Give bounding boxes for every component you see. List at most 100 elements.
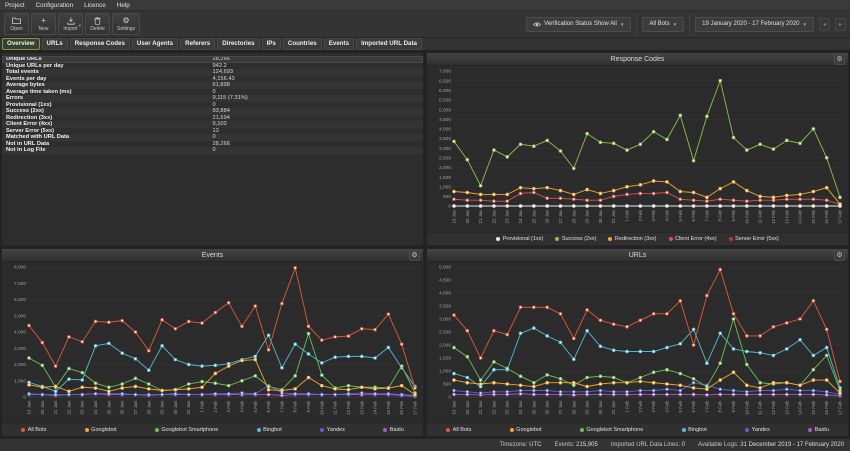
table-row-client-error-4xx[interactable]: Client Error (4xx) 9,102 [2,121,423,128]
verification-status-label: Verification Status Show All [544,21,617,27]
svg-text:9 Feb: 9 Feb [306,401,311,413]
svg-text:6 Feb: 6 Feb [691,401,696,413]
svg-text:26 Jan: 26 Jan [545,401,550,415]
legend-item-yandex[interactable]: Yandex [745,427,770,433]
menu-configuration[interactable]: Configuration [35,1,74,9]
legend-dot-icon [256,428,261,432]
next-range-button[interactable]: ▸ [835,17,846,31]
tab-events[interactable]: Events [323,37,355,51]
table-row-events-per-day[interactable]: Events per day 4,156.43 [2,75,423,82]
menu-help[interactable]: Help [116,1,130,9]
table-row-total-events[interactable]: Total events 124,693 [2,69,423,76]
menu-licence[interactable]: Licence [84,1,106,9]
legend-item-success-2xx[interactable]: Success (2xx) [555,236,596,242]
table-row-average-time-taken-ms[interactable]: Average time taken (ms) 0 [2,88,423,95]
tab-imported-url-data[interactable]: Imported URL Data [356,37,422,51]
table-row-matched-with-url-data[interactable]: Matched with URL Data 0 [2,134,423,141]
row-value: 28,266 [212,140,230,147]
tab-referers[interactable]: Referers [180,37,216,51]
legend-item-provisional-1xx[interactable]: Provisional (1xx) [496,236,543,242]
table-row-not-in-url-data[interactable]: Not in URL Data 28,266 [2,140,423,147]
row-label: Matched with URL Data [6,134,70,140]
settings-button[interactable]: ⚙ Settings [112,13,141,35]
chevron-down-icon: ▼ [619,21,625,27]
row-label: Average time taken (ms) [6,88,72,95]
row-value: 124,693 [212,69,234,75]
legend-item-redirection-3xx[interactable]: Redirection (3xx) [608,236,657,242]
chart-svg-events: 0 1,000 2,000 3,000 4,000 5,000 6,000 7,000 8,00… [14,265,418,416]
import-button[interactable]: Import ▾ [58,13,83,35]
bots-filter-dropdown[interactable]: All Bots ▼ [642,16,685,32]
tab-urls[interactable]: URLs [41,37,68,51]
overview-panel: Unique URLs 28,266 Unique URLs per day 942.… [1,52,424,246]
svg-text:5 Feb: 5 Feb [253,401,258,413]
open-button[interactable]: Open [4,13,29,35]
legend-item-all-bots[interactable]: All Bots [21,427,46,433]
date-range-dropdown[interactable]: 19 January 2020 - 17 February 2020 ▼ [695,16,814,32]
legend-item-all-bots[interactable]: All Bots [446,427,471,433]
legend-item-googlebot[interactable]: Googlebot [509,427,542,433]
row-value: 0 [212,134,216,140]
table-row-server-error-5xx[interactable]: Server Error (5xx) 13 [2,127,423,134]
svg-text:2,000: 2,000 [14,362,26,368]
prev-range-button[interactable]: ◂ [819,17,830,31]
toolbar-separator [636,13,638,35]
table-row-success-2xx[interactable]: Success (2xx) 93,884 [2,108,423,115]
table-row-unique-urls-per-day[interactable]: Unique URLs per day 942.2 [2,62,423,69]
table-row-unique-urls[interactable]: Unique URLs 28,266 [2,56,423,63]
tab-ips[interactable]: IPs [261,37,281,51]
status-bar: Timezone: UTC Events: 215,905 Imported URL… [0,438,850,451]
legend-item-googlebot-smartphone[interactable]: Googlebot Smartphone [154,427,218,433]
svg-text:9 Feb: 9 Feb [731,401,736,413]
svg-text:6 Feb: 6 Feb [691,210,696,222]
new-button[interactable]: + New [31,13,56,35]
import-dropdown-caret-icon[interactable]: ▾ [78,23,81,28]
overview-table: Unique URLs 28,266 Unique URLs per day 942.… [2,53,423,154]
chart-title: Events [201,251,224,259]
svg-text:22 Jan: 22 Jan [66,401,71,415]
legend-item-yandex[interactable]: Yandex [320,427,345,433]
table-row-average-bytes[interactable]: Average bytes 61,898 [2,82,423,89]
legend-item-googlebot-smartphone[interactable]: Googlebot Smartphone [579,427,643,433]
legend-item-googlebot[interactable]: Googlebot [84,427,117,433]
legend-item-bingbot[interactable]: Bingbot [256,427,282,433]
table-row-not-in-log-file[interactable]: Not in Log File 0 [2,147,423,154]
legend-item-baidu[interactable]: Baidu [383,427,404,433]
svg-text:21 Jan: 21 Jan [478,210,483,224]
table-row-redirection-3xx[interactable]: Redirection (3xx) 21,694 [2,114,423,121]
eye-icon [533,22,542,27]
row-value: 4,156.43 [212,75,235,82]
tab-directories[interactable]: Directories [217,37,260,51]
tab-response-codes[interactable]: Response Codes [69,37,130,51]
row-value: 942.2 [212,62,227,69]
row-label: Errors [6,95,24,101]
chart-settings-gear-icon[interactable]: ⚙ [834,54,845,65]
tab-user-agents[interactable]: User Agents [131,37,179,51]
svg-text:4,500: 4,500 [439,117,451,123]
chart-settings-gear-icon[interactable]: ⚙ [409,250,420,261]
legend-item-baidu[interactable]: Baidu [808,427,829,433]
table-row-provisional-1xx[interactable]: Provisional (1xx) 0 [2,101,423,108]
svg-text:0: 0 [448,395,451,401]
svg-text:3 Feb: 3 Feb [226,401,231,413]
legend-dot-icon [21,428,26,432]
svg-text:1 Feb: 1 Feb [625,401,630,413]
svg-text:24 Jan: 24 Jan [518,210,523,224]
tab-overview[interactable]: Overview [2,37,40,51]
chart-settings-gear-icon[interactable]: ⚙ [834,250,845,261]
table-row-errors[interactable]: Errors 9,115 (7.31%) [2,95,423,102]
svg-text:14 Feb: 14 Feb [373,401,378,416]
menu-project[interactable]: Project [5,1,25,9]
delete-button[interactable]: Delete [85,13,110,35]
svg-text:31 Jan: 31 Jan [186,401,191,415]
legend-item-client-error-4xx[interactable]: Client Error (4xx) [668,236,717,242]
legend-item-bingbot[interactable]: Bingbot [681,427,707,433]
legend-label: Googlebot [91,427,117,433]
open-folder-icon [12,16,21,25]
legend-item-server-error-5xx[interactable]: Server Error (5xx) [728,236,779,242]
svg-text:3,000: 3,000 [439,146,451,152]
verification-status-dropdown[interactable]: Verification Status Show All ▼ [526,16,632,32]
tab-countries[interactable]: Countries [282,37,322,51]
legend-dot-icon [681,428,686,432]
